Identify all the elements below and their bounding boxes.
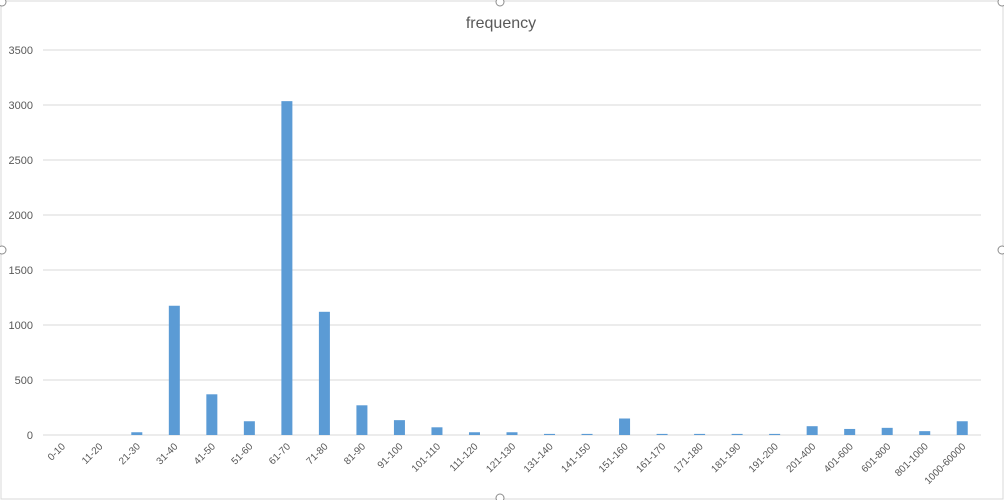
resize-handle[interactable] bbox=[0, 0, 7, 7]
bar bbox=[731, 433, 743, 435]
chart-title: frequency bbox=[466, 15, 536, 32]
y-tick-label: 1000 bbox=[9, 320, 33, 332]
bar bbox=[694, 433, 706, 435]
resize-handle[interactable] bbox=[997, 0, 1004, 7]
bar bbox=[131, 432, 143, 435]
bar bbox=[956, 421, 968, 435]
bar bbox=[356, 405, 368, 435]
bar bbox=[206, 394, 218, 435]
y-tick-label: 0 bbox=[27, 430, 33, 442]
y-tick-label: 3500 bbox=[9, 45, 33, 57]
bar bbox=[581, 433, 593, 435]
bar bbox=[544, 433, 556, 435]
bar bbox=[844, 428, 856, 435]
y-tick-label: 3000 bbox=[9, 100, 33, 112]
bar bbox=[468, 432, 480, 435]
bar bbox=[806, 426, 818, 435]
bar bbox=[318, 311, 330, 435]
resize-handle[interactable] bbox=[0, 245, 7, 255]
bar bbox=[919, 431, 931, 435]
y-tick-label: 500 bbox=[15, 375, 33, 387]
bar bbox=[281, 101, 293, 436]
resize-handle[interactable] bbox=[495, 0, 505, 7]
bar bbox=[243, 421, 255, 435]
bars bbox=[131, 101, 968, 436]
bar bbox=[619, 418, 631, 435]
y-tick-label: 2000 bbox=[9, 210, 33, 222]
bar bbox=[168, 305, 180, 435]
resize-handle[interactable] bbox=[997, 245, 1004, 255]
bar bbox=[393, 420, 405, 435]
y-tick-label: 2500 bbox=[9, 155, 33, 167]
bar bbox=[881, 427, 893, 435]
bar bbox=[656, 433, 668, 435]
gridlines bbox=[43, 49, 981, 436]
bar bbox=[506, 432, 518, 435]
resize-handle[interactable] bbox=[495, 493, 505, 500]
bar bbox=[769, 433, 781, 435]
y-tick-label: 1500 bbox=[9, 265, 33, 277]
y-axis-tick-labels: 0 500 1000 1500 2000 2500 3000 3500 bbox=[9, 45, 33, 442]
bar bbox=[431, 427, 443, 435]
